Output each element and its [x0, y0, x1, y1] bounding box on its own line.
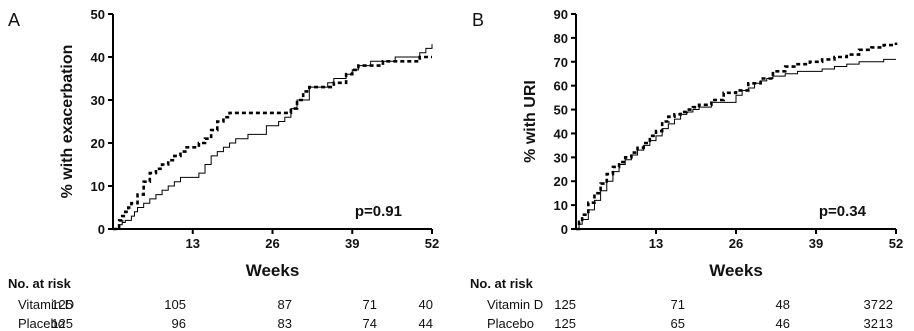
y-tick-label: 80 — [554, 31, 568, 46]
p-value-annotation: p=0.91 — [355, 203, 402, 220]
panel-letter: A — [8, 10, 20, 30]
risk-cell: 40 — [419, 297, 433, 312]
chart-panel-a: A 0 10 20 30 40 50 13 26 39 52 % with exacerbation W… — [8, 7, 439, 280]
risk-cell: 125 — [51, 297, 73, 312]
risk-cell: 44 — [419, 316, 433, 331]
x-tick-label: 52 — [425, 236, 439, 251]
risk-cell: 65 — [671, 316, 685, 331]
y-axis-label: % with exacerbation — [59, 45, 76, 199]
risk-cell: 71 — [671, 297, 685, 312]
risk-cell: 125 — [554, 297, 576, 312]
risk-table-b: No. at risk Vitamin D 125 71 48 37 22 Placebo 12… — [470, 276, 893, 331]
x-tick-label: 52 — [889, 236, 903, 251]
x-tick-label: 13 — [649, 236, 663, 251]
y-tick-label: 40 — [91, 50, 105, 65]
risk-cell: 74 — [363, 316, 377, 331]
risk-cell: 13 — [879, 316, 893, 331]
x-tick-label: 13 — [186, 236, 200, 251]
risk-cell: 96 — [172, 316, 186, 331]
series-line-solid — [113, 44, 433, 230]
series-line-dashed — [576, 42, 898, 231]
panel-letter: B — [472, 10, 484, 30]
x-tick-label: 39 — [809, 236, 823, 251]
risk-cell: 105 — [164, 297, 186, 312]
y-tick-label: 10 — [554, 198, 568, 213]
risk-row-label: Vitamin D — [487, 297, 543, 312]
risk-table-header: No. at risk — [470, 276, 534, 291]
chart-panel-b: B 0 10 20 30 40 50 60 70 80 90 13 26 39 52 % with URI We… — [472, 7, 903, 280]
risk-cell: 37 — [864, 297, 878, 312]
y-tick-label: 0 — [561, 222, 568, 237]
y-tick-label: 40 — [554, 126, 568, 141]
y-tick-label: 50 — [554, 103, 568, 118]
risk-cell: 48 — [776, 297, 790, 312]
y-tick-label: 0 — [98, 222, 105, 237]
y-tick-label: 20 — [91, 136, 105, 151]
risk-row-label: Vitamin D — [18, 297, 74, 312]
risk-cell: 32 — [864, 316, 878, 331]
risk-cell: 22 — [879, 297, 893, 312]
series-line-dashed — [113, 55, 432, 231]
x-axis-label: Weeks — [246, 261, 300, 280]
risk-row-label: Placebo — [18, 316, 65, 331]
y-tick-label: 70 — [554, 55, 568, 70]
risk-cell: 83 — [278, 316, 292, 331]
p-value-annotation: p=0.34 — [819, 203, 867, 220]
risk-cell: 87 — [278, 297, 292, 312]
x-tick-label: 26 — [265, 236, 279, 251]
y-tick-label: 50 — [91, 7, 105, 22]
risk-cell: 71 — [363, 297, 377, 312]
risk-cell: 125 — [554, 316, 576, 331]
y-tick-label: 20 — [554, 174, 568, 189]
y-tick-label: 30 — [554, 150, 568, 165]
y-axis-label: % with URI — [522, 80, 539, 163]
risk-cell: 125 — [51, 316, 73, 331]
risk-row-label: Placebo — [487, 316, 534, 331]
y-tick-label: 60 — [554, 79, 568, 94]
y-tick-label: 10 — [91, 179, 105, 194]
y-tick-label: 30 — [91, 93, 105, 108]
y-tick-label: 90 — [554, 7, 568, 22]
risk-cell: 46 — [776, 316, 790, 331]
x-tick-label: 39 — [345, 236, 359, 251]
x-tick-label: 26 — [729, 236, 743, 251]
x-axis-label: Weeks — [709, 261, 763, 280]
risk-table-header: No. at risk — [8, 276, 72, 291]
